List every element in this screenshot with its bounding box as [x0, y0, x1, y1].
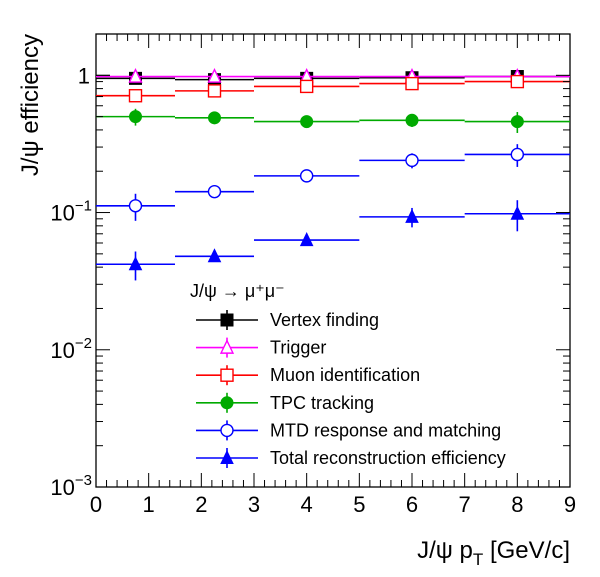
legend-title: J/ψ → μ⁺μ⁻: [190, 281, 285, 301]
legend-entry: Vertex finding: [196, 310, 379, 330]
legend-marker: [220, 313, 234, 327]
x-tick-label: 2: [195, 492, 207, 517]
x-tick-label: 0: [90, 492, 102, 517]
x-tick-label: 4: [301, 492, 313, 517]
x-axis-title: J/ψ pT [GeV/c]: [417, 537, 570, 569]
data-point: [208, 111, 221, 125]
data-point: [207, 84, 222, 98]
x-tick-label: 9: [564, 492, 576, 517]
data-point: [299, 169, 314, 183]
data-point: [299, 232, 314, 247]
legend-marker: [219, 339, 235, 354]
series-tpc-tracking: [96, 108, 570, 133]
data-point: [207, 68, 222, 83]
legend-marker: [220, 423, 234, 438]
data-point: [207, 248, 222, 263]
data-point: [129, 110, 142, 124]
y-tick-label: 10−1: [50, 198, 92, 226]
data-point: [405, 153, 419, 168]
data-point: [207, 184, 222, 199]
x-tick-label: 5: [353, 492, 365, 517]
legend-entry: Total reconstruction efficiency: [196, 448, 506, 468]
axes-group: 0 1 2 3 4 5 6 7 8 9 1 10−1 10−2 10−3: [50, 33, 576, 517]
data-point: [300, 115, 314, 129]
legend-label: MTD response and matching: [270, 420, 501, 440]
data-point: [128, 68, 143, 83]
series-total-reconstruction-efficiency: [96, 200, 570, 281]
legend-label: Total reconstruction efficiency: [270, 448, 506, 468]
y-tick-label: 10−2: [50, 335, 92, 363]
legend-label: Muon identification: [270, 365, 420, 385]
data-point: [510, 147, 525, 162]
y-axis-title: J/ψ efficiency: [17, 34, 44, 176]
x-tick-label: 6: [406, 492, 418, 517]
y-tick-label: 1: [78, 63, 90, 88]
series-group: [96, 68, 570, 281]
legend-label: TPC tracking: [270, 393, 374, 413]
legend-entry: MTD response and matching: [196, 420, 501, 441]
data-point: [299, 79, 314, 94]
x-tick-label: 3: [248, 492, 260, 517]
data-point: [128, 199, 143, 213]
legend-marker: [220, 449, 234, 465]
series-vertex-finding: [96, 70, 570, 87]
legend: J/ψ → μ⁺μ⁻ Vertex finding Trigger Muon iden…: [190, 281, 506, 468]
series-trigger: [96, 68, 570, 83]
plot-frame: [95, 33, 571, 488]
plot-area: [95, 33, 571, 488]
legend-entry: TPC tracking: [196, 392, 374, 413]
legend-label: Trigger: [270, 338, 326, 358]
data-point: [128, 89, 143, 103]
data-point: [510, 115, 524, 129]
x-tick-label: 1: [143, 492, 155, 517]
data-point: [405, 113, 419, 127]
data-point: [128, 256, 143, 271]
data-point: [510, 74, 525, 89]
data-point: [405, 208, 419, 223]
x-tick-label: 8: [511, 492, 523, 517]
legend-entry: Muon identification: [196, 365, 420, 386]
x-tick-label: 7: [459, 492, 471, 517]
legend-marker: [220, 368, 234, 382]
legend-label: Vertex finding: [270, 310, 379, 330]
series-mtd-response-and-matching: [96, 144, 570, 221]
legend-entry: Trigger: [196, 337, 326, 358]
legend-marker: [220, 396, 234, 410]
y-tick-label: 10−3: [50, 472, 92, 500]
series-muon-identification: [96, 74, 570, 103]
data-point: [405, 76, 419, 91]
data-point: [510, 205, 525, 220]
